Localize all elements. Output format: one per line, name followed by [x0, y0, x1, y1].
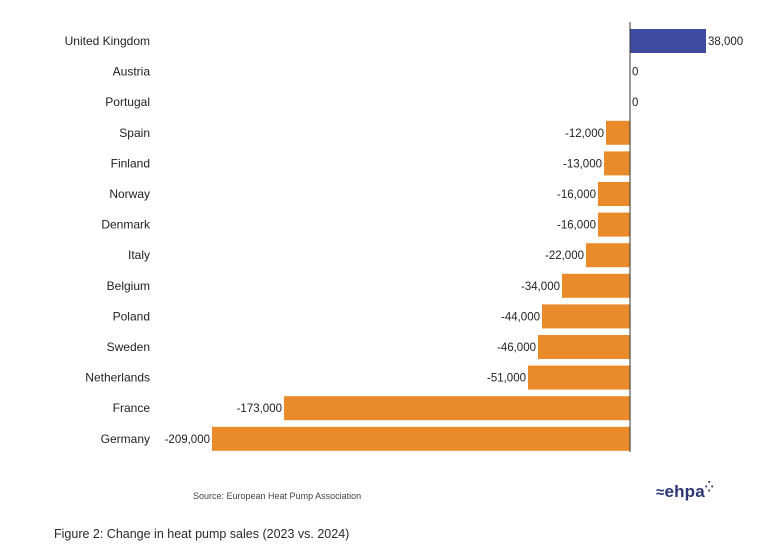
category-label-germany: Germany [101, 432, 150, 446]
value-label-poland: -44,000 [501, 311, 540, 323]
waves-icon: ≈ [656, 484, 665, 501]
value-label-sweden: -46,000 [497, 342, 536, 354]
value-label-netherlands: -51,000 [487, 373, 526, 385]
source-note: Source: European Heat Pump Association [193, 491, 362, 501]
bars-group [212, 29, 706, 451]
ehpa-logo: ≈ehpa⁛ [656, 482, 714, 502]
value-label-france: -173,000 [237, 403, 282, 415]
bar-italy [586, 243, 630, 268]
category-label-belgium: Belgium [107, 279, 150, 293]
value-label-italy: -22,000 [545, 250, 584, 262]
category-labels-group: United Kingdom Austria Portugal Spain Finlan… [65, 34, 151, 446]
bar-united-kingdom [630, 29, 706, 53]
value-label-belgium: -34,000 [521, 281, 560, 293]
value-label-united-kingdom: 38,000 [708, 36, 743, 48]
bar-norway [598, 182, 630, 206]
category-label-portugal: Portugal [105, 95, 150, 109]
category-label-norway: Norway [109, 187, 150, 201]
bar-finland [604, 151, 630, 176]
category-label-austria: Austria [113, 65, 151, 79]
value-label-finland: -13,000 [563, 158, 602, 170]
value-label-germany: -209,000 [165, 434, 210, 446]
value-label-norway: -16,000 [557, 189, 596, 201]
value-label-austria: 0 [632, 67, 638, 79]
figure-caption: Figure 2: Change in heat pump sales (202… [54, 527, 350, 541]
value-label-spain: -12,000 [565, 128, 604, 140]
bar-france [284, 396, 630, 421]
category-label-denmark: Denmark [101, 218, 151, 232]
value-labels-group: 38,000 0 0 -12,000 -13,000 -16,000 -16,000 -22,… [165, 36, 744, 446]
category-label-sweden: Sweden [107, 340, 150, 354]
category-label-france: France [113, 401, 151, 415]
bar-netherlands [528, 365, 630, 390]
category-label-poland: Poland [113, 309, 150, 323]
dots-icon: ⁛ [704, 482, 714, 493]
category-label-finland: Finland [111, 156, 150, 170]
category-label-united-kingdom: United Kingdom [65, 34, 150, 48]
category-label-italy: Italy [128, 248, 150, 262]
bar-poland [542, 304, 630, 329]
bar-denmark [598, 212, 630, 237]
value-label-denmark: -16,000 [557, 220, 596, 232]
bar-belgium [562, 273, 630, 298]
bar-chart: United Kingdom Austria Portugal Spain Finlan… [65, 22, 744, 452]
category-label-netherlands: Netherlands [85, 371, 150, 385]
bar-spain [606, 120, 630, 145]
bar-sweden [538, 335, 630, 359]
value-label-portugal: 0 [632, 97, 638, 109]
logo-text: ehpa [664, 482, 705, 501]
bar-germany [212, 426, 630, 451]
category-label-spain: Spain [119, 126, 150, 140]
